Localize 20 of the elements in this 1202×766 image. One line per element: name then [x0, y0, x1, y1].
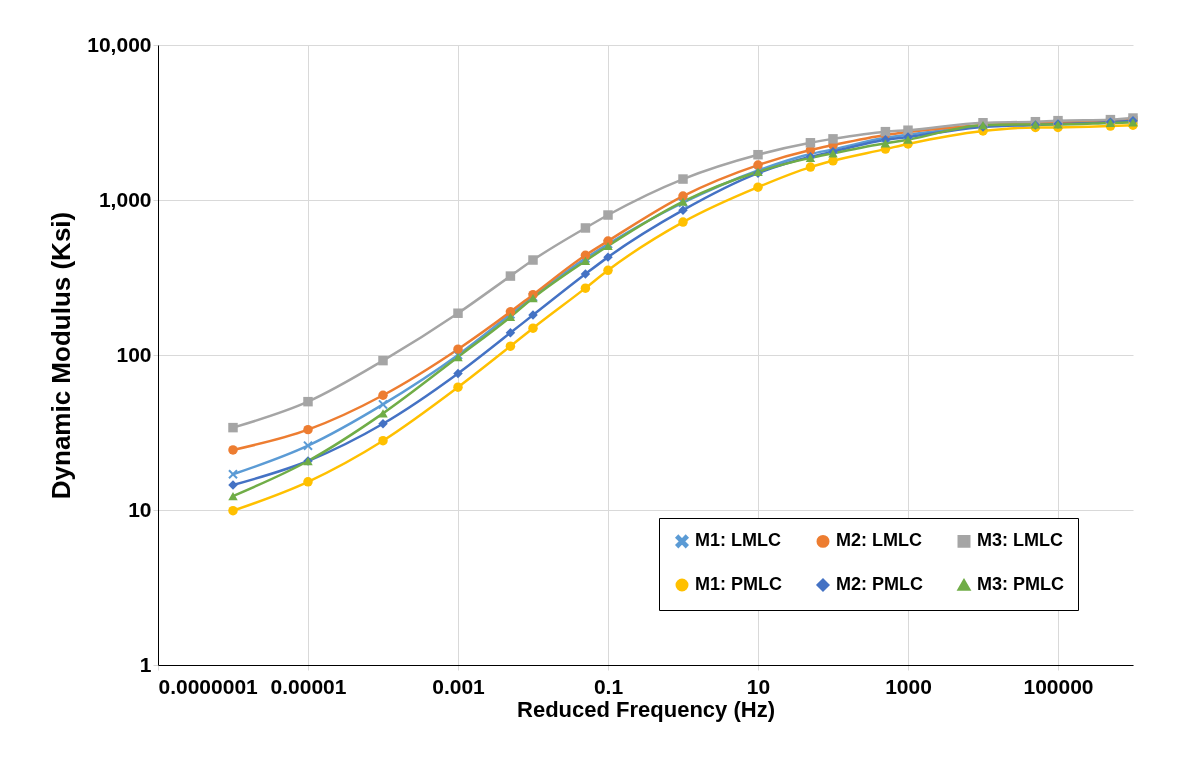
y-tick-label: 1,000 [98, 187, 152, 211]
x-tick-label: 0.0000001 [158, 674, 259, 698]
legend-label: M1: LMLC [695, 530, 781, 551]
y-tick-label: 10 [128, 497, 152, 521]
x-axis-title: Reduced Frequency (Hz) [517, 696, 775, 722]
x-tick-label: 10 [746, 674, 771, 698]
y-tick-label: 1 [139, 652, 152, 676]
y-axis-title: Dynamic Modulus (Ksi) [46, 211, 77, 500]
x-tick-label: 0.1 [593, 674, 624, 698]
y-tick-label: 10,000 [87, 32, 152, 56]
legend-label: M1: PMLC [695, 574, 782, 594]
legend-label: M3: LMLC [977, 530, 1063, 551]
legend-label: M3: PMLC [977, 574, 1064, 594]
x-tick-label: 0.00001 [270, 674, 347, 698]
legend-label: M2: PMLC [836, 574, 923, 594]
legend-label: M2: LMLC [836, 530, 922, 551]
y-tick-label: 100 [116, 342, 152, 366]
x-tick-label: 100000 [1023, 674, 1094, 698]
x-tick-label: 1000 [885, 674, 932, 698]
x-tick-label: 0.001 [432, 674, 486, 698]
